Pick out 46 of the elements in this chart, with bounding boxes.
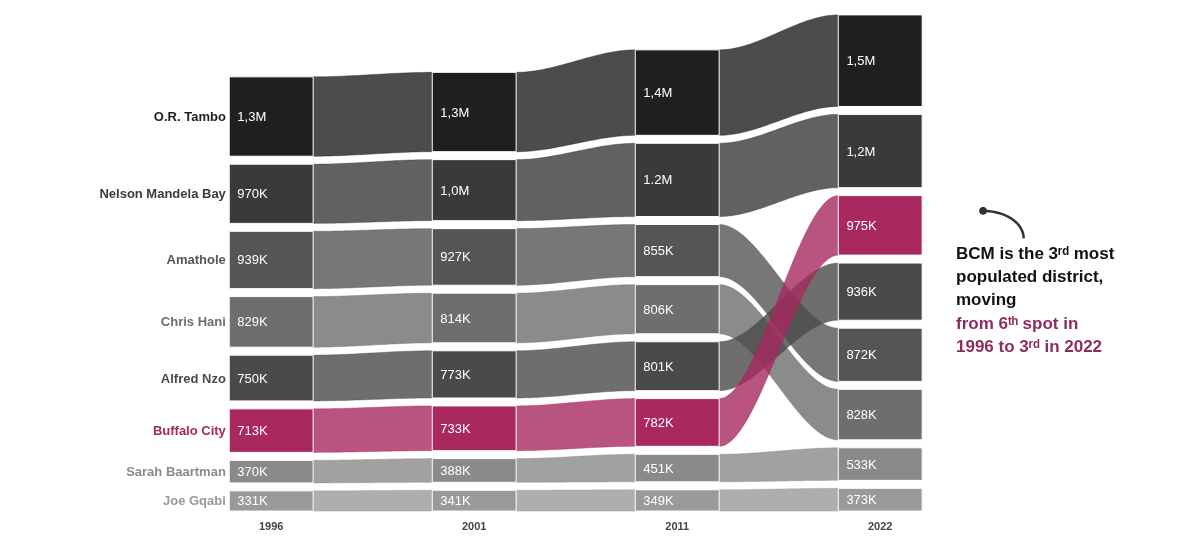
data-label: 801K <box>643 358 675 374</box>
data-label: 806K <box>643 301 675 317</box>
data-label: 939K <box>237 252 269 268</box>
category-label: 1996 <box>258 519 284 532</box>
data-label: 814K <box>440 310 472 326</box>
data-label: 1,4M <box>643 85 673 101</box>
data-label: 1,2M <box>846 143 876 159</box>
data-label: 970K <box>237 186 269 202</box>
data-label: 373K <box>846 492 878 508</box>
data-label: 773K <box>440 366 472 382</box>
data-label: 388K <box>440 462 472 478</box>
series-label: Buffalo City <box>152 423 227 439</box>
data-label: 341K <box>440 493 472 509</box>
series-label: Joe Gqabi <box>162 493 226 509</box>
data-label: 828K <box>846 407 878 423</box>
data-label: 1,3M <box>440 104 470 120</box>
data-label: 733K <box>440 420 472 436</box>
data-label: 927K <box>440 249 472 265</box>
data-label: 349K <box>643 492 675 508</box>
series-label: Nelson Mandela Bay <box>99 186 227 202</box>
category-label: 2001 <box>461 519 487 532</box>
data-label: 533K <box>846 456 878 472</box>
series-label: Alfred Nzo <box>160 370 226 386</box>
data-label: 451K <box>643 460 675 476</box>
text: BCM is the 3ʳᵈ most populated district, moving <box>956 244 1115 310</box>
data-label: 782K <box>643 414 675 430</box>
data-label: 713K <box>237 423 269 439</box>
data-label: 1,0M <box>440 182 470 198</box>
data-label: 872K <box>846 347 878 363</box>
data-label: 1,3M <box>237 109 267 125</box>
series-label: Chris Hani <box>160 314 226 330</box>
data-label: 936K <box>846 284 878 300</box>
series-label: Sarah Baartman <box>126 464 226 480</box>
data-label: 1,5M <box>846 53 876 69</box>
category-label: 2022 <box>867 519 893 532</box>
data-label: 1.2M <box>643 172 673 188</box>
data-label: 750K <box>237 370 269 386</box>
data-label: 829K <box>237 314 269 330</box>
data-label: 975K <box>846 217 878 233</box>
category-label: 2011 <box>665 519 690 532</box>
data-label: 370K <box>237 464 269 480</box>
series-label: Amathole <box>166 252 226 268</box>
data-label: 855K <box>643 243 675 259</box>
text: from 6ᵗʰ spot in 1996 to 3ʳᵈ in 2022 <box>956 313 1103 356</box>
data-label: 331K <box>237 493 269 509</box>
series-label: O.R. Tambo <box>153 109 226 125</box>
